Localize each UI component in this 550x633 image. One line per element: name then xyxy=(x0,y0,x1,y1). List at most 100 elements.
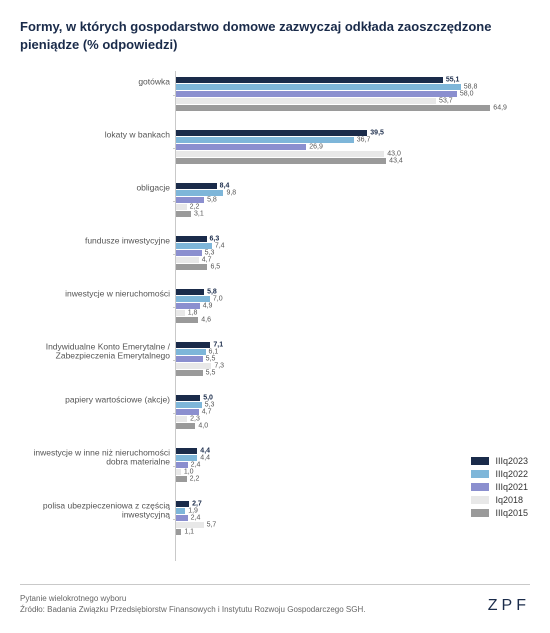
bar: 8,4 xyxy=(176,183,515,189)
bar-value: 5,7 xyxy=(204,522,217,529)
bar-value: 4,9 xyxy=(200,303,213,310)
bar: 26,9 xyxy=(176,144,515,150)
bar: 64,9 xyxy=(176,105,515,111)
bar-value: 4,4 xyxy=(197,448,210,455)
bar-value: 39,5 xyxy=(367,130,384,137)
bar: 5,5 xyxy=(176,370,515,376)
bar-value: 7,3 xyxy=(211,363,224,370)
legend-label: Iq2018 xyxy=(495,495,523,505)
category-group: inwestycje w inne niż nieruchomości dobr… xyxy=(176,448,515,483)
bar: 6,1 xyxy=(176,349,515,355)
bar: 55,1 xyxy=(176,77,515,83)
bar: 36,7 xyxy=(176,137,515,143)
bar-value: 4,6 xyxy=(198,317,211,324)
bar: 4,4 xyxy=(176,448,515,454)
footer: Pytanie wielokrotnego wyboru Źródło: Bad… xyxy=(20,584,530,615)
legend-item: IIIq2015 xyxy=(471,508,528,518)
bar: 2,4 xyxy=(176,462,515,468)
bar-value: 1,8 xyxy=(185,310,198,317)
category-group: gotówka55,158,858,053,764,9 xyxy=(176,77,515,112)
bar-value: 58,0 xyxy=(457,91,474,98)
legend-item: IIIq2022 xyxy=(471,469,528,479)
bar: 58,8 xyxy=(176,84,515,90)
bar-value: 6,1 xyxy=(206,349,219,356)
category-label: polisa ubezpieczeniowa z częścią inwesty… xyxy=(26,501,176,536)
category-label: fundusze inwestycyjne xyxy=(26,236,176,271)
bar: 5,8 xyxy=(176,289,515,295)
bar: 3,1 xyxy=(176,211,515,217)
category-group: Indywidualne Konto Emerytalne / Zabezpie… xyxy=(176,342,515,377)
bar: 1,9 xyxy=(176,508,515,514)
bar: 4,6 xyxy=(176,317,515,323)
bar: 7,4 xyxy=(176,243,515,249)
bar-value: 55,1 xyxy=(443,77,460,84)
bar-value: 6,3 xyxy=(207,236,220,243)
bar: 5,3 xyxy=(176,250,515,256)
category-group: obligacje8,49,85,82,23,1 xyxy=(176,183,515,218)
bar-value: 4,4 xyxy=(197,455,210,462)
bar-value: 2,7 xyxy=(189,501,202,508)
bar: 1,1 xyxy=(176,529,515,535)
bar: 6,5 xyxy=(176,264,515,270)
bar-value: 8,4 xyxy=(217,183,230,190)
bar-value: 53,7 xyxy=(436,98,453,105)
brand-logo: ZPF xyxy=(488,597,530,615)
bar-chart: gotówka55,158,858,053,764,9lokaty w bank… xyxy=(175,71,515,561)
bar: 5,7 xyxy=(176,522,515,528)
bar: 4,0 xyxy=(176,423,515,429)
bar: 6,3 xyxy=(176,236,515,242)
legend-label: IIIq2021 xyxy=(495,482,528,492)
category-label: lokaty w bankach xyxy=(26,130,176,165)
chart-title: Formy, w których gospodarstwo domowe zaz… xyxy=(20,18,530,53)
bar: 4,4 xyxy=(176,455,515,461)
bar: 2,3 xyxy=(176,416,515,422)
bar-value: 1,1 xyxy=(181,529,194,536)
bar-value: 43,0 xyxy=(384,151,401,158)
bar-value: 6,5 xyxy=(207,264,220,271)
category-label: papiery wartościowe (akcje) xyxy=(26,395,176,430)
bar-value: 43,4 xyxy=(386,158,403,165)
footer-source: Źródło: Badania Związku Przedsiębiorstw … xyxy=(20,604,366,615)
bar-value: 7,4 xyxy=(212,243,225,250)
legend-item: Iq2018 xyxy=(471,495,528,505)
bar-value: 5,8 xyxy=(204,197,217,204)
legend-swatch xyxy=(471,496,489,504)
category-label: inwestycje w nieruchomości xyxy=(26,289,176,324)
bar-value: 2,4 xyxy=(188,462,201,469)
bar-value: 58,8 xyxy=(461,84,478,91)
bar-value: 64,9 xyxy=(490,105,507,112)
bar: 2,2 xyxy=(176,204,515,210)
footer-note: Pytanie wielokrotnego wyboru xyxy=(20,593,366,604)
category-label: Indywidualne Konto Emerytalne / Zabezpie… xyxy=(26,342,176,377)
bar-value: 5,0 xyxy=(200,395,213,402)
bar-value: 5,8 xyxy=(204,289,217,296)
bar: 7,3 xyxy=(176,363,515,369)
bar: 39,5 xyxy=(176,130,515,136)
bar-value: 4,0 xyxy=(195,423,208,430)
bar: 5,0 xyxy=(176,395,515,401)
legend-swatch xyxy=(471,483,489,491)
category-label: inwestycje w inne niż nieruchomości dobr… xyxy=(26,448,176,483)
bar: 58,0 xyxy=(176,91,515,97)
bar: 43,0 xyxy=(176,151,515,157)
bar: 5,8 xyxy=(176,197,515,203)
bar: 4,7 xyxy=(176,257,515,263)
bar-value: 1,0 xyxy=(181,469,194,476)
bar-value: 2,2 xyxy=(187,476,200,483)
category-label: obligacje xyxy=(26,183,176,218)
bar: 2,2 xyxy=(176,476,515,482)
bar: 2,4 xyxy=(176,515,515,521)
bar-value: 1,9 xyxy=(185,508,198,515)
bar-value: 2,4 xyxy=(188,515,201,522)
bar-value: 4,7 xyxy=(199,257,212,264)
bar: 5,5 xyxy=(176,356,515,362)
category-label: gotówka xyxy=(26,77,176,112)
legend-swatch xyxy=(471,470,489,478)
bar-value: 2,3 xyxy=(187,416,200,423)
bar: 7,0 xyxy=(176,296,515,302)
bar: 4,7 xyxy=(176,409,515,415)
bar-value: 5,3 xyxy=(202,250,215,257)
legend-item: IIIq2021 xyxy=(471,482,528,492)
bar-value: 36,7 xyxy=(354,137,371,144)
legend-label: IIIq2023 xyxy=(495,456,528,466)
